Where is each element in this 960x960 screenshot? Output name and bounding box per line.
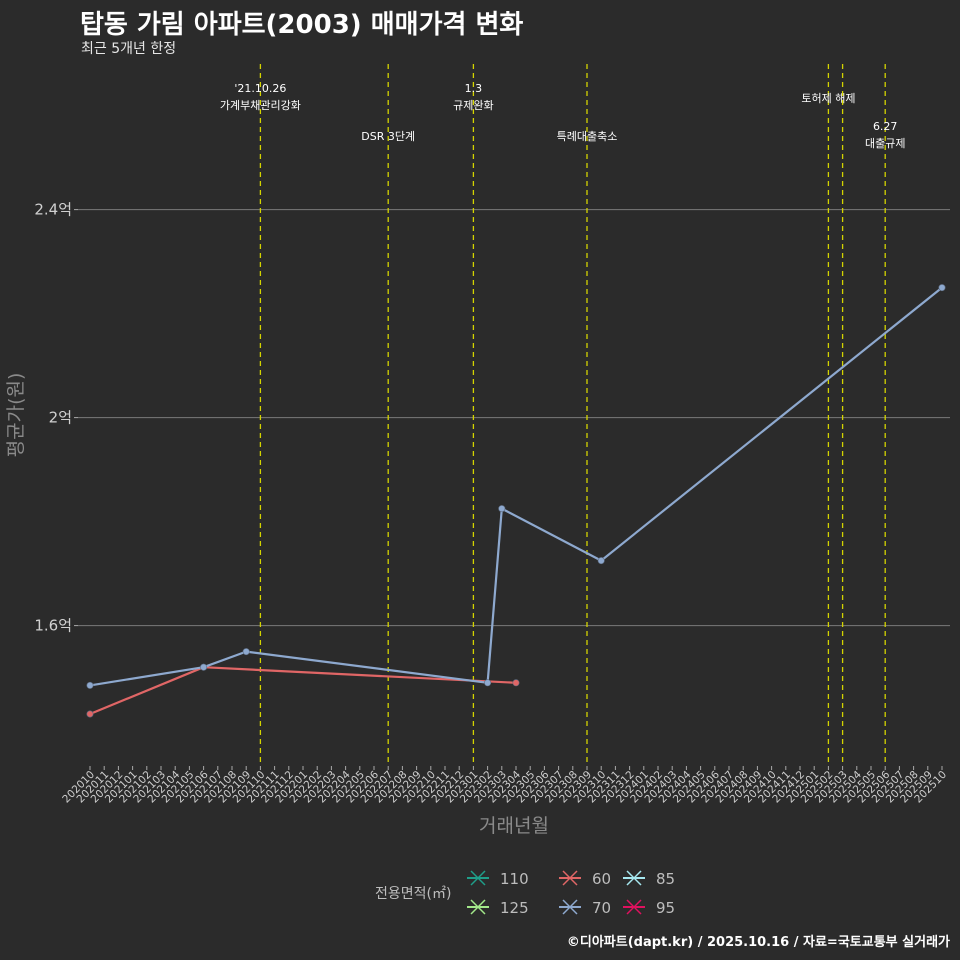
chart-subtitle: 최근 5개년 한정 [81, 41, 177, 57]
legend-label: 85 [656, 870, 675, 888]
event-label: '21.10.26 [234, 82, 286, 95]
legend-key-cross [626, 899, 642, 915]
y-tick-label: 2억 [49, 409, 72, 427]
data-point-60 [86, 710, 94, 718]
event-label: DSR 3단계 [361, 130, 415, 143]
legend-key-cross [626, 870, 642, 886]
data-point-70 [498, 505, 506, 513]
legend-title: 전용면적(㎡) [375, 886, 451, 902]
data-point-70 [597, 557, 605, 565]
event-label: 특례대출축소 [557, 130, 618, 143]
event-label: 대출규제 [865, 137, 905, 150]
legend-label: 70 [592, 899, 611, 917]
data-point-60 [512, 679, 520, 687]
data-point-70 [484, 679, 492, 687]
data-point-70 [86, 681, 94, 689]
y-axis-title: 평균가(원) [5, 373, 27, 458]
data-point-70 [200, 663, 208, 671]
event-label: 6.27 [873, 120, 898, 133]
chart-caption: ©디아파트(dapt.kr) / 2025.10.16 / 자료=국토교통부 실… [566, 935, 950, 950]
data-point-70 [938, 284, 946, 292]
legend-key-cross [470, 870, 486, 886]
legend-label: 110 [500, 870, 529, 888]
chart-title: 탑동 가림 아파트(2003) 매매가격 변화 [80, 10, 524, 40]
legend-key-cross [562, 899, 578, 915]
legend-label: 60 [592, 870, 611, 888]
legend-label: 125 [500, 899, 529, 917]
event-label: 가계부채관리강화 [220, 99, 301, 112]
event-label: 규제완화 [453, 99, 493, 112]
x-axis-title: 거래년월 [479, 815, 549, 837]
y-tick-label: 2.4억 [34, 201, 72, 219]
event-label: 1.3 [465, 82, 483, 95]
legend-key-cross [562, 870, 578, 886]
event-label: 토허제 해제 [801, 91, 855, 105]
data-point-70 [242, 648, 250, 656]
legend-key-cross [470, 899, 486, 915]
y-tick-label: 1.6억 [34, 617, 72, 635]
legend-label: 95 [656, 899, 675, 917]
